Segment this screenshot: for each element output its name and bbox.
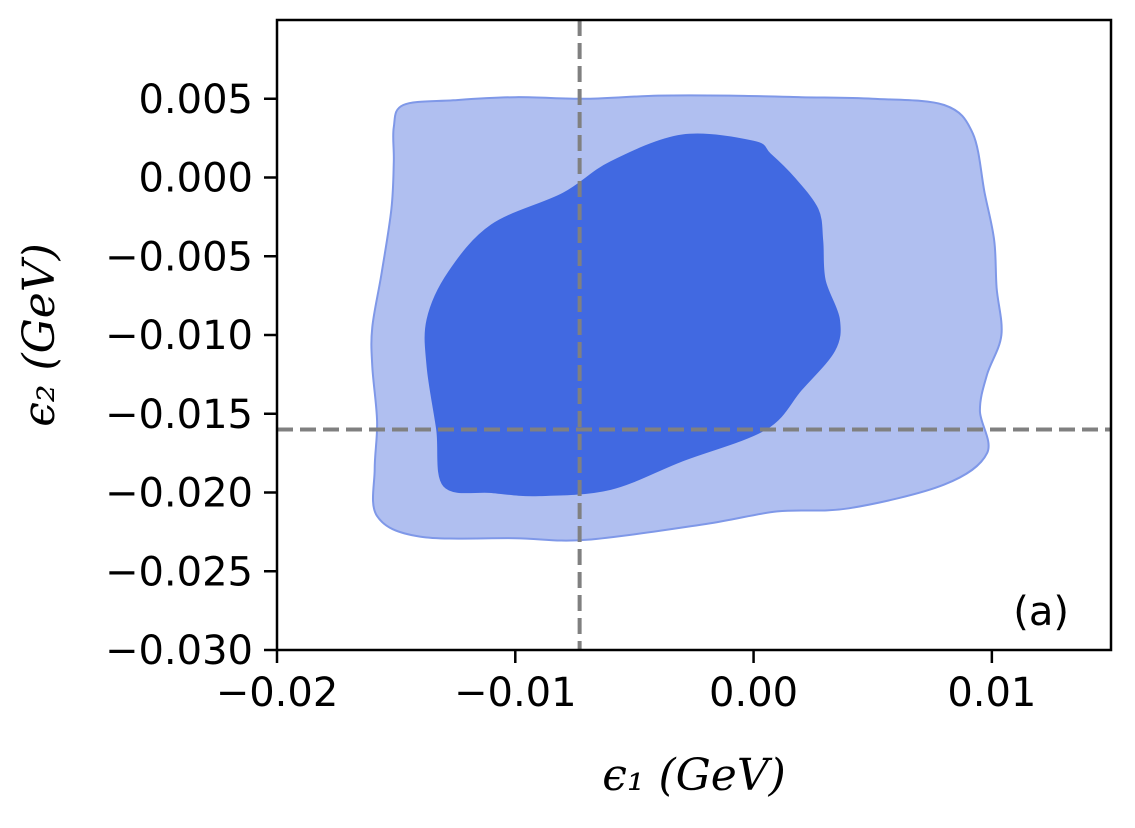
y-tick-label: −0.015 (105, 392, 253, 438)
contour-regions (370, 94, 1003, 542)
y-tick-label: −0.005 (105, 234, 253, 280)
y-tick-label: 0.005 (138, 77, 253, 123)
panel-label: (a) (1013, 589, 1069, 635)
y-tick-label: −0.010 (105, 313, 253, 359)
reference-lines (277, 20, 1111, 650)
y-axis-ticks: 0.005 0.000 −0.005 −0.010 −0.015 −0.020 −0.025… (105, 77, 277, 674)
x-tick-label: −0.01 (454, 670, 577, 716)
y-tick-label: −0.025 (105, 549, 253, 595)
y-tick-label: −0.020 (105, 471, 253, 517)
x-tick-label: 0.00 (709, 670, 798, 716)
contour-region-inner (424, 133, 841, 497)
x-tick-label: 0.01 (947, 670, 1036, 716)
x-axis-ticks: −0.02 −0.01 0.00 0.01 (216, 650, 1036, 716)
y-axis-label: ϵ₂ (GeV) (14, 243, 65, 427)
x-tick-label: −0.02 (216, 670, 339, 716)
y-tick-label: 0.000 (138, 156, 253, 202)
x-axis-label: ϵ₁ (GeV) (602, 750, 786, 801)
y-tick-label: −0.030 (105, 628, 253, 674)
